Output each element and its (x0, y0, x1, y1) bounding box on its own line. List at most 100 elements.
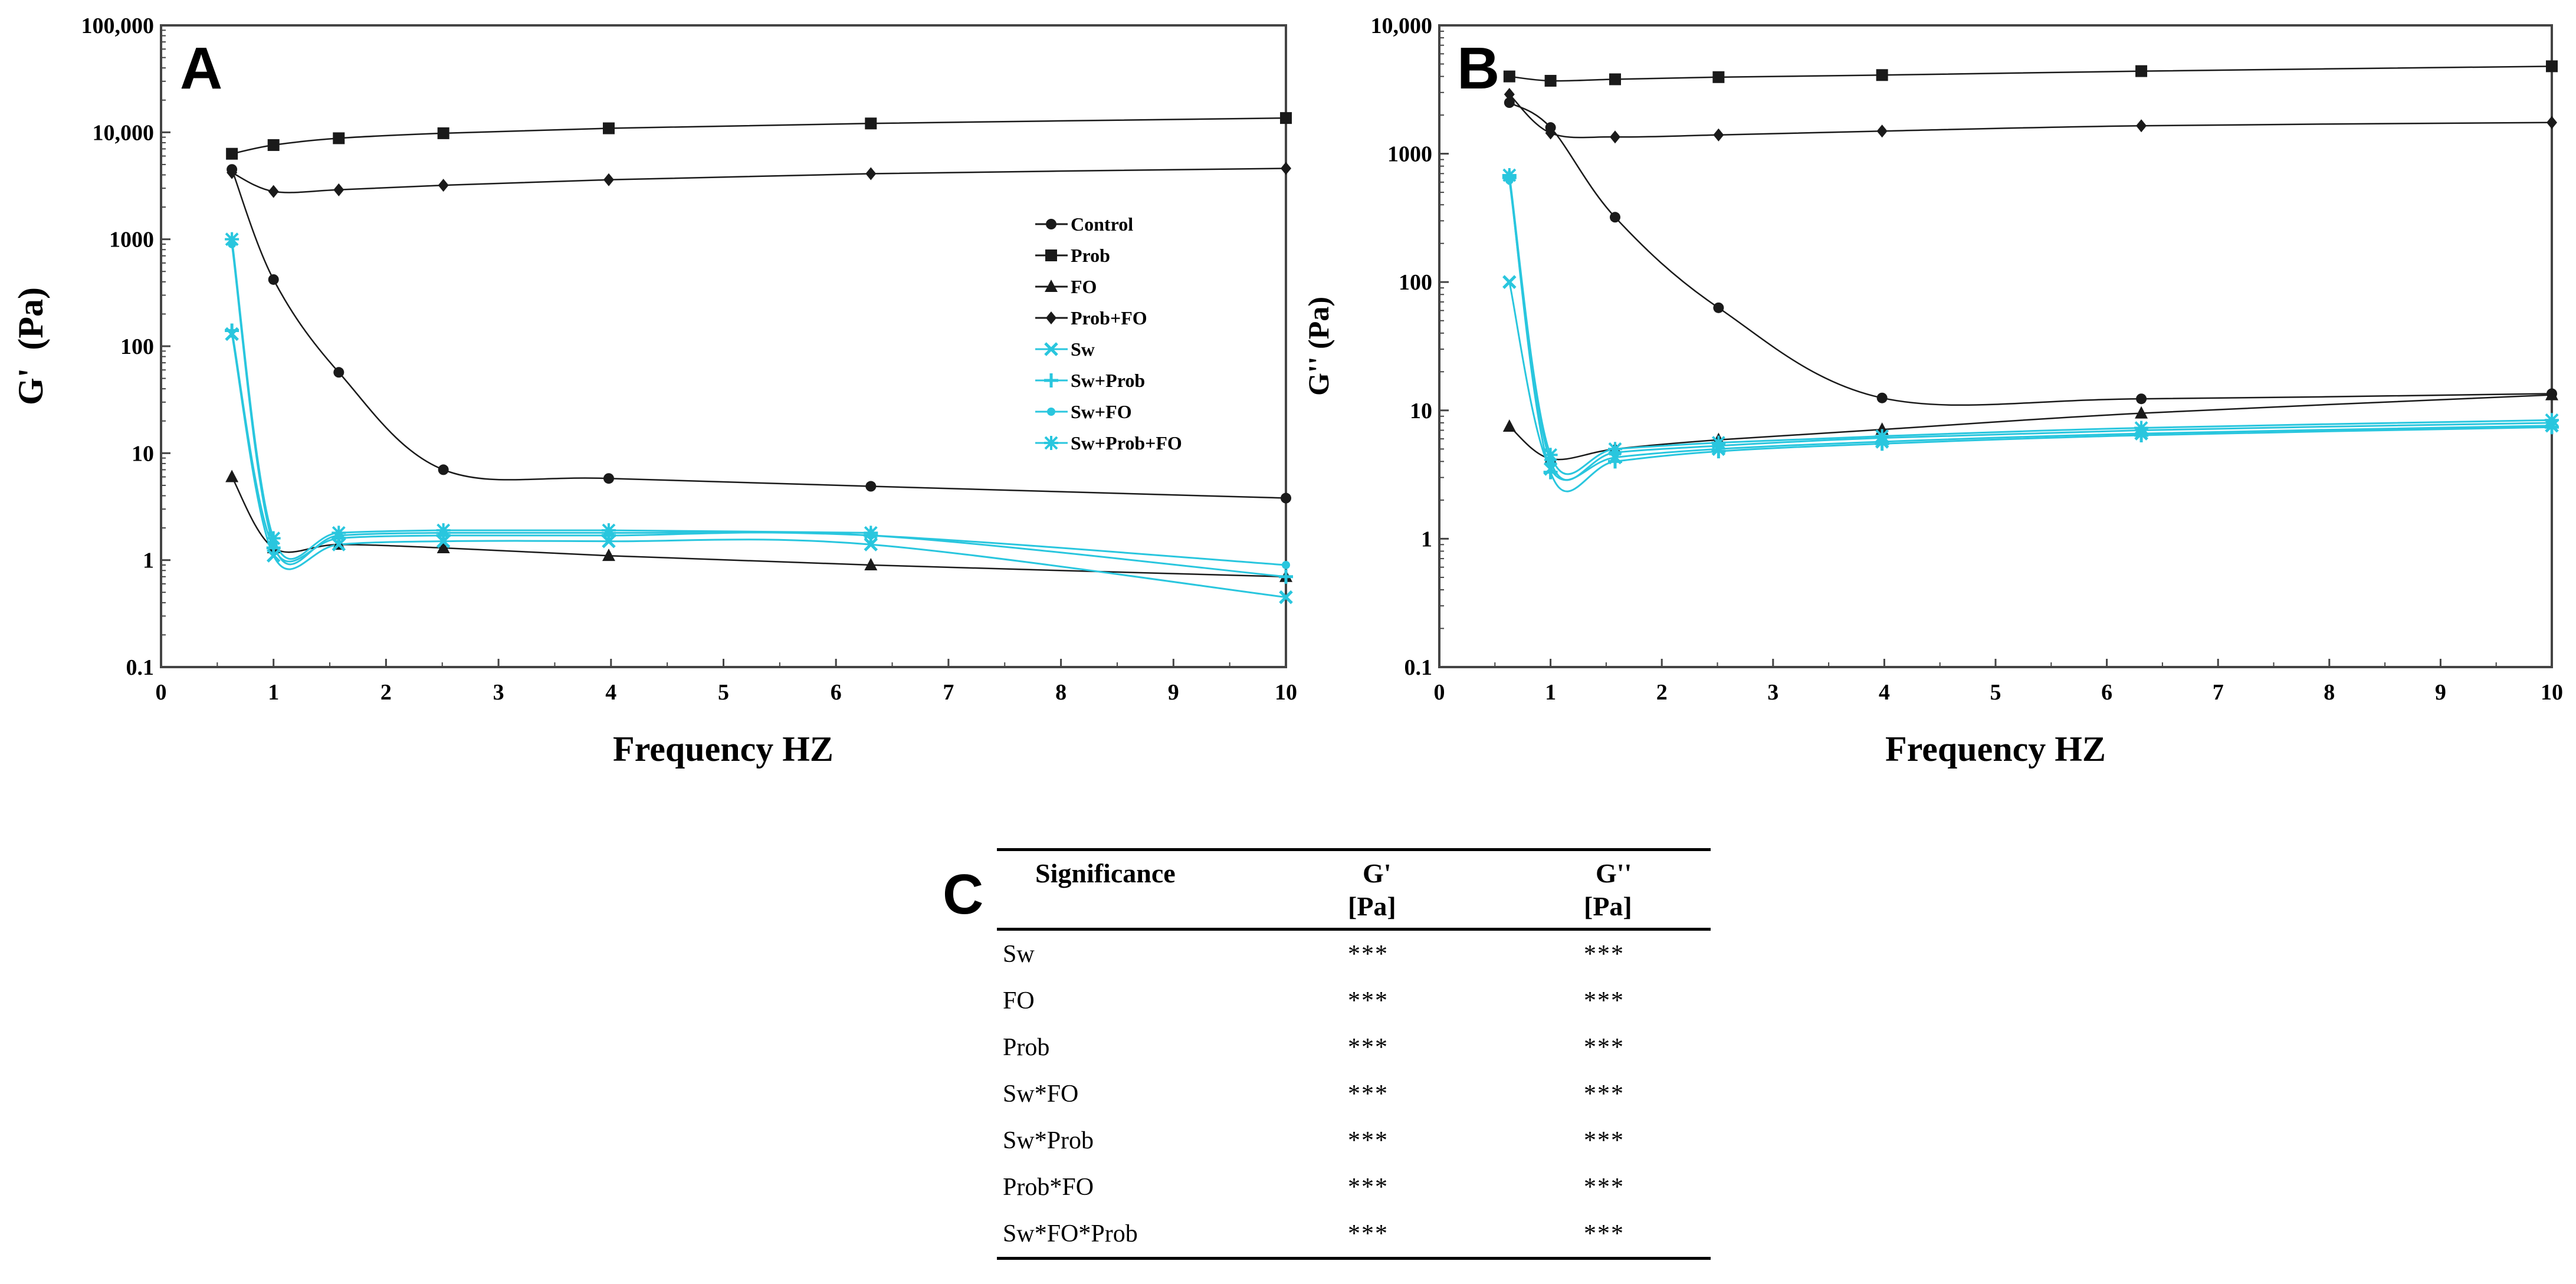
row-g-double-prime-significance: *** (1584, 1220, 1625, 1247)
data-point-prob (2135, 65, 2148, 77)
legend-entry-sw-plus-fo: Sw+FO (1035, 401, 1132, 422)
data-point-prob (865, 117, 877, 130)
row-term: Sw (1003, 940, 1035, 968)
legend-swatch-marker (1045, 280, 1058, 292)
data-point-fo (864, 557, 878, 570)
x-tick-label: 9 (1168, 680, 1179, 705)
series-line-sw-plus-fo (1508, 180, 2552, 481)
data-point-sw-plus-prob (1279, 569, 1293, 584)
data-point-prob-plus-fo (333, 183, 344, 196)
data-point-sw-plus-prob-plus-fo (1875, 429, 1889, 444)
x-tick-label: 6 (831, 680, 842, 705)
y-tick-label: 100 (1399, 270, 1432, 295)
series-line-control (231, 169, 1287, 499)
legend-swatch-marker (1044, 342, 1058, 356)
y-tick-label: 100 (120, 334, 154, 359)
data-point-prob (437, 127, 449, 139)
chart-a-panel-label: A (180, 35, 222, 101)
legend-label: Control (1071, 214, 1133, 235)
row-term: Prob*FO (1003, 1173, 1094, 1201)
legend-swatch-marker (1046, 219, 1056, 229)
x-tick-label: 10 (1275, 680, 1297, 705)
row-g-double-prime-significance: *** (1584, 940, 1625, 968)
header-g-prime-label: G' (1363, 858, 1392, 888)
data-point-prob-plus-fo (1281, 162, 1291, 175)
data-point-sw (1502, 275, 1517, 289)
header-g-double-prime-label: G'' (1596, 858, 1632, 888)
x-tick-label: 5 (718, 680, 729, 705)
series-line-sw-plus-prob-plus-fo (231, 239, 871, 560)
data-point-prob-plus-fo (227, 166, 238, 179)
data-point-sw (1279, 590, 1293, 605)
data-point-fo (437, 541, 450, 554)
table-header-row: Significance G' [Pa] G'' [Pa] (997, 849, 1711, 930)
data-point-sw-plus-prob (225, 323, 239, 338)
chart-a-y-axis-label: G' (Pa) (11, 287, 50, 405)
series-line-sw (1508, 281, 2552, 481)
y-tick-label: 10 (1410, 399, 1432, 423)
x-tick-label: 0 (156, 680, 167, 705)
data-point-sw-plus-prob-plus-fo (2545, 413, 2559, 428)
series-line-prob (1509, 65, 2552, 82)
table-row: FO *** *** (997, 977, 1711, 1024)
x-tick-label: 2 (380, 680, 392, 705)
data-point-fo (602, 549, 615, 561)
data-point-sw-plus-fo (1282, 560, 1290, 569)
legend-label: Sw+FO (1071, 401, 1132, 422)
significance-table: Significance G' [Pa] G'' [Pa] Sw *** *** FO… (997, 848, 1711, 1260)
data-point-prob-plus-fo (603, 173, 614, 186)
x-tick-label: 8 (1055, 680, 1067, 705)
x-tick-label: 0 (1434, 680, 1445, 705)
legend-label: Sw (1071, 339, 1095, 360)
table-row: Sw *** *** (997, 930, 1711, 978)
x-tick-label: 5 (1990, 680, 2001, 705)
row-g-prime-significance: *** (1348, 1127, 1389, 1154)
data-point-prob-plus-fo (2547, 116, 2557, 129)
series-line-sw-plus-prob (1508, 178, 2552, 492)
y-tick-label: 0.1 (126, 655, 155, 680)
data-point-control (438, 464, 449, 475)
data-point-prob (1712, 71, 1725, 83)
data-point-prob (1544, 74, 1557, 87)
legend-entry-prob: Prob (1035, 245, 1110, 266)
x-tick-label: 10 (2541, 680, 2563, 705)
data-point-sw-plus-prob-plus-fo (225, 232, 239, 247)
data-point-prob-plus-fo (1876, 124, 1888, 138)
data-point-sw-plus-prob (1543, 465, 1558, 480)
row-term: Sw*FO (1003, 1080, 1079, 1108)
y-tick-label: 0.1 (1405, 655, 1433, 680)
header-g-double-prime: G'' [Pa] (1584, 850, 1711, 930)
header-g-double-prime-unit: [Pa] (1584, 891, 1632, 921)
data-point-control (268, 274, 279, 285)
chart-b-panel-label: B (1457, 35, 1499, 101)
data-point-sw-plus-prob-plus-fo (2134, 421, 2149, 435)
legend-label: Sw+Prob (1071, 370, 1145, 391)
series-line-sw-plus-fo (231, 244, 1287, 566)
series-line-sw-plus-prob-plus-fo (1508, 175, 2552, 475)
series-line-fo (1508, 394, 2552, 461)
series-line-prob-plus-fo (1508, 94, 2552, 139)
data-point-sw-plus-prob-plus-fo (1711, 435, 1726, 450)
series-line-prob-plus-fo (231, 168, 1287, 193)
row-g-prime-significance: *** (1348, 1033, 1389, 1061)
data-point-prob (1280, 112, 1292, 124)
data-point-sw (864, 537, 878, 551)
chart-b-x-axis-label: Frequency HZ (1885, 730, 2106, 769)
legend-entry-sw-plus-prob: Sw+Prob (1035, 370, 1145, 391)
data-point-prob (226, 147, 238, 160)
table-row: Prob*FO *** *** (997, 1164, 1711, 1210)
data-point-sw-plus-prob-plus-fo (266, 531, 281, 546)
x-tick-label: 3 (493, 680, 504, 705)
row-term: Prob (1003, 1033, 1050, 1061)
legend-label: Prob+FO (1071, 307, 1147, 329)
data-point-control (865, 481, 877, 492)
series-line-control (1509, 101, 2552, 406)
data-point-sw-plus-prob-plus-fo (601, 523, 616, 538)
chart-b-plot-frame (1438, 24, 2553, 668)
data-point-sw-plus-prob (1607, 454, 1622, 469)
x-tick-label: 6 (2101, 680, 2112, 705)
data-point-prob-plus-fo (1713, 128, 1724, 142)
data-point-prob (333, 132, 345, 145)
data-point-sw-plus-prob-plus-fo (1607, 442, 1622, 457)
row-g-prime-significance: *** (1348, 940, 1389, 968)
